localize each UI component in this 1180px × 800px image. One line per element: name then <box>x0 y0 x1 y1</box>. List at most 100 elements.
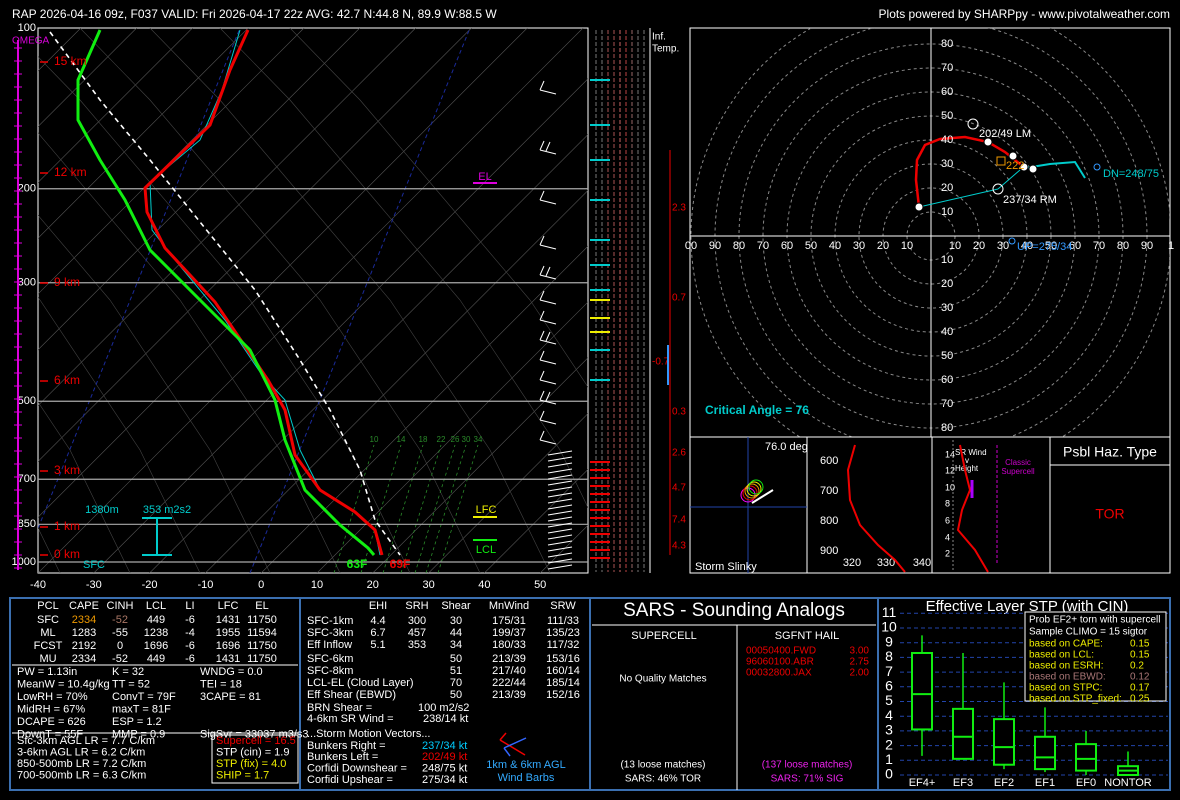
stp-tick-label: 1 <box>885 751 893 767</box>
isotherm <box>149 134 588 573</box>
hodo-ring-label: 20 <box>941 182 953 194</box>
isotherm <box>428 413 588 573</box>
temperature-label: 0 <box>258 579 264 591</box>
storm-motion-value: 248/75 kt <box>422 763 467 775</box>
hodo-ring-label: 70 <box>941 398 953 410</box>
stp-category: EF4+ <box>909 777 936 789</box>
hodo-axis-label: 60 <box>781 240 793 252</box>
thermo-index: MidRH = 67% <box>17 703 85 715</box>
temperature-trace <box>143 29 384 556</box>
theta-pressure-label: 700 <box>820 485 838 497</box>
hodo-vector <box>918 188 999 208</box>
stp-prob-label: based on STPC: <box>1029 683 1102 694</box>
inferred-label: 0.7 <box>672 293 686 304</box>
thermo-cell: -6 <box>185 640 195 652</box>
temperature-label: -30 <box>86 579 102 591</box>
isotherm <box>38 28 472 462</box>
kinematic-header: MnWind <box>489 600 529 612</box>
stp-prob-value: 0.25 <box>1130 694 1150 705</box>
theta-label: 340 <box>913 557 931 569</box>
srwind-height-label: 10 <box>945 482 955 492</box>
hodo-axis-label: 60 <box>1069 240 1081 252</box>
stp-category: NONTOR <box>1104 777 1152 789</box>
wind-barb <box>539 370 545 381</box>
hodo-axis-label: 20 <box>877 240 889 252</box>
wind-barb <box>547 564 573 570</box>
height-label: 0 km <box>54 547 80 561</box>
pressure-label: 100 <box>18 22 36 34</box>
kinematic-cell: 153/16 <box>546 653 580 665</box>
sars-matches: No Quality Matches <box>619 674 706 685</box>
mixing-ratio-label: 18 <box>419 435 428 444</box>
hodo-ring-label: 30 <box>941 302 953 314</box>
wind-barb <box>539 339 557 345</box>
hazard-type: TOR <box>1095 506 1124 522</box>
srwind-title: v <box>965 456 969 465</box>
kinematic-cell: LCL-EL (Cloud Layer) <box>307 677 414 689</box>
pressure-label: 700 <box>18 473 36 485</box>
stp-prob-value: 0.2 <box>1130 661 1144 672</box>
height-label: 1 km <box>54 519 80 533</box>
kinematic-cell: Eff Shear (EBWD) <box>307 689 396 701</box>
thermo-cell: 2334 <box>72 614 96 626</box>
hodo-ring-label: 30 <box>941 158 953 170</box>
srwind-height-label: 14 <box>945 449 955 459</box>
stp-tick-label: 0 <box>885 766 893 782</box>
inferred-label: 2.6 <box>672 448 686 459</box>
thermo-header: LI <box>185 600 194 612</box>
srwind-reference: Supercell <box>1001 467 1035 476</box>
lapse-rate: 3-6km AGL LR = 6.2 C/km <box>17 746 145 758</box>
isotherm <box>484 468 588 573</box>
theta-pressure-label: 600 <box>820 455 838 467</box>
wind-barb <box>539 379 557 385</box>
kinematic-cell: 5.1 <box>370 639 385 651</box>
height-label: 12 km <box>54 165 87 179</box>
mixing-ratio-line <box>360 444 402 573</box>
temperature-label: 50 <box>534 579 546 591</box>
sars-result: SARS: 71% SIG <box>771 774 844 785</box>
stp-tick-label: 7 <box>885 663 893 679</box>
parcel-trace <box>49 31 401 556</box>
isotherm <box>38 28 137 128</box>
thermo-index: 3CAPE = 81 <box>200 691 261 703</box>
kinematic-cell: 34 <box>450 639 462 651</box>
wind-barb <box>539 399 557 405</box>
parameter: Supercell = 16.5 <box>216 735 296 747</box>
thermo-header: LFC <box>218 600 239 612</box>
isotherm <box>316 301 588 573</box>
parameter: STP (cin) = 1.9 <box>216 746 289 758</box>
upshear-marker <box>1008 237 1016 245</box>
hail-match: 00050400.FWD <box>746 646 816 657</box>
left-mover-label: 202/49 LM <box>979 128 1031 140</box>
thermo-cell: 11750 <box>247 640 277 652</box>
kinematic-cell: SFC-3km <box>307 627 353 639</box>
mixing-ratio-line <box>400 444 442 573</box>
barb-icon <box>503 737 527 749</box>
wind-barb <box>547 528 573 534</box>
dewpoint-trace <box>76 29 376 556</box>
thermo-cell: 11750 <box>247 614 277 626</box>
hazard-frame <box>1049 436 1171 574</box>
thermo-header: LCL <box>146 600 166 612</box>
kinematic-cell: 111/33 <box>547 615 579 627</box>
stp-prob-value: 0.15 <box>1130 639 1150 650</box>
hodo-axis-label: 20 <box>973 240 985 252</box>
stp-tick-label: 8 <box>885 648 893 664</box>
lapse-rate: 700-500mb LR = 6.3 C/km <box>17 769 146 781</box>
kinematic-header: EHI <box>369 600 387 612</box>
height-label: 6 km <box>54 373 80 387</box>
wind-barb <box>539 330 545 341</box>
stp-tick-label: 9 <box>885 633 893 649</box>
stp-prob-label: based on CAPE: <box>1029 639 1103 650</box>
slinky-bubble <box>746 481 762 497</box>
theta-pressure-label: 800 <box>820 515 838 527</box>
kinematic-cell: 44 <box>450 627 462 639</box>
wind-barb <box>539 439 557 445</box>
kinematic-cell: 70 <box>450 677 462 689</box>
stp-prob-box <box>1024 611 1167 702</box>
kinematic-header: Shear <box>441 600 471 612</box>
wind-barb <box>547 546 573 552</box>
wind-barb <box>539 149 557 155</box>
thermo-cell: FCST <box>34 640 63 652</box>
